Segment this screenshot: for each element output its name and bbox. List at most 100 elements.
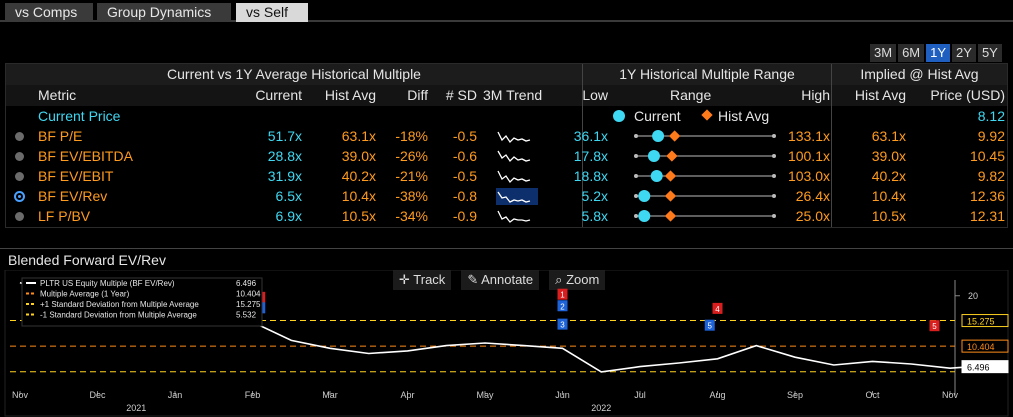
event-marker [929,320,940,332]
zoom-button[interactable]: ⌕ Zoom [549,270,606,290]
implied-hist-avg: 10.4x [871,188,906,204]
diff-value: -26% [395,148,428,164]
event-marker-label: 5 [932,322,937,331]
col-diff[interactable]: Diff [407,87,428,103]
range-end [772,214,776,218]
metric-name[interactable]: LF P/BV [38,208,91,224]
row-radio[interactable] [15,152,24,161]
track-button[interactable]: ✛ Track [393,270,452,290]
current-marker [638,190,651,202]
row-radio-selected[interactable] [14,191,25,202]
implied-price: 9.92 [977,128,1005,144]
x-tick-label: Jan [168,390,183,400]
tab-vs-self[interactable]: vs Self [236,3,308,22]
range-high: 103.0x [787,168,830,184]
x-tick-label: Nov [12,390,29,400]
period-3m-button[interactable]: 3M [870,44,897,62]
col-low[interactable]: Low [582,87,608,103]
table-row[interactable]: BF EV/Rev 6.5x 10.4x -38% -0.8 5.2x 26.4x 10.4x… [6,186,1007,206]
year-label: 2021 [126,403,146,413]
range-bar [634,210,776,222]
col-sd[interactable]: # SD [445,87,477,103]
sparkline-path [497,131,531,144]
metric-name[interactable]: BF EV/EBITDA [38,148,133,164]
sparkline-path [497,191,531,203]
tab-vs-comps[interactable]: vs Comps [5,3,93,22]
tab-group-dynamics[interactable]: Group Dynamics [97,3,231,22]
col-current[interactable]: Current [255,87,302,103]
x-tick-label: Jun [555,390,570,400]
table-row[interactable]: BF EV/EBIT 31.9x 40.2x -21% -0.5 18.8x 103.0x 4… [6,166,1007,186]
period-5y-button[interactable]: 5Y [977,44,1002,62]
metric-name[interactable]: BF EV/EBIT [38,168,114,184]
current-price-label: Current Price [38,108,121,124]
multiples-table: Current vs 1Y Average Historical Multipl… [5,63,1008,228]
col-metric[interactable]: Metric [38,87,77,103]
row-radio[interactable] [15,212,24,221]
event-marker-label: 3 [560,321,565,330]
col-hist-avg[interactable]: Hist Avg [324,87,376,103]
metric-name[interactable]: BF EV/Rev [38,188,108,204]
col-high[interactable]: High [801,87,830,103]
sparkline-path [497,170,531,184]
range-bar [634,170,776,182]
event-marker [712,302,723,314]
top-tab-bar: vs Comps Group Dynamics vs Self [0,0,1013,22]
current-multiple: 51.7x [267,128,302,144]
event-marker [557,318,568,330]
x-tick-label: Jul [634,390,646,400]
zoom-label: Zoom [566,272,600,287]
range-low: 36.1x [573,128,608,144]
x-tick-label: Dec [89,390,106,400]
value-flag [961,314,1009,328]
diff-value: -38% [395,188,428,204]
col-range[interactable]: Range [670,87,712,103]
period-selector: 3M 6M 1Y 2Y 5Y [870,44,1002,62]
table-row[interactable]: BF P/E 51.7x 63.1x -18% -0.5 36.1x 133.1x 63.1x… [6,126,1007,146]
ev-rev-chart[interactable]: Nov Dec Jan Feb Mar Apr May Jun Jul Aug Sep Oct Nov 2… [0,270,1013,417]
hist-avg-marker-icon [701,109,713,121]
x-tick-label: Apr [400,390,414,400]
row-radio[interactable] [15,172,24,181]
trend-sparkline [497,131,531,144]
group-header-range: 1Y Historical Multiple Range [583,64,831,85]
table-row[interactable]: BF EV/EBITDA 28.8x 39.0x -26% -0.6 17.8x 100.1… [6,146,1007,166]
annotate-button[interactable]: ✎ Annotate [461,270,540,290]
period-6m-button[interactable]: 6M [898,44,925,62]
x-tick-label: Sep [787,390,803,400]
event-marker-label: 4 [715,305,720,314]
sd-value: -0.5 [452,128,477,144]
col-3m-trend[interactable]: 3M Trend [483,87,543,103]
range-low: 17.8x [573,148,608,164]
chart-title: Blended Forward EV/Rev [8,252,166,268]
current-marker [650,170,663,182]
period-1y-button[interactable]: 1Y [926,44,951,62]
implied-price: 12.31 [969,208,1005,224]
metric-name[interactable]: BF P/E [38,128,83,144]
row-radio[interactable] [15,132,24,141]
range-legend-hist-avg: Hist Avg [718,108,770,124]
table-row[interactable]: LF P/BV 6.9x 10.5x -34% -0.9 5.8x 25.0x 10.5x 12… [6,206,1007,226]
range-high: 25.0x [795,208,830,224]
year-label: 2022 [591,403,611,413]
range-end [634,194,638,198]
event-marker [557,288,568,300]
range-high: 100.1x [787,148,830,164]
range-end [634,174,638,178]
legend-value: 15.275 [236,300,261,309]
col-price[interactable]: Price (USD) [930,87,1005,103]
value-flag-label: 10.404 [967,342,995,352]
current-marker [647,150,660,162]
range-end [772,134,776,138]
col-implied-hist-avg[interactable]: Hist Avg [854,87,906,103]
legend-value: 5.532 [236,311,257,320]
period-2y-button[interactable]: 2Y [952,44,976,62]
x-tick-label: Feb [245,390,261,400]
trend-sparkline [497,170,531,184]
range-high: 26.4x [795,188,830,204]
range-legend-current: Current [634,108,681,124]
range-end [772,174,776,178]
column-header-row: Metric Current Hist Avg Diff # SD 3M Tre… [6,85,1007,106]
range-low: 5.8x [581,208,608,224]
sd-value: -0.5 [452,168,477,184]
